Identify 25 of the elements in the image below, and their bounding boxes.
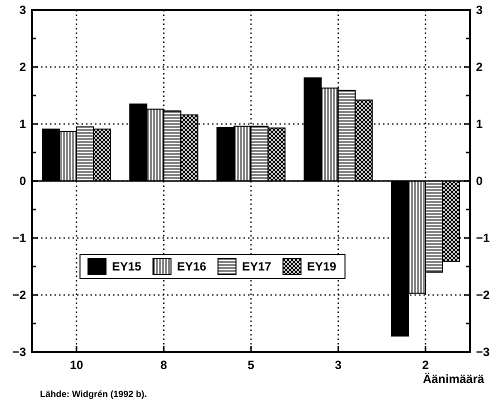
y-tick-label: 3 xyxy=(19,3,26,18)
y-tick-label: −1 xyxy=(12,231,26,246)
legend-label: EY17 xyxy=(242,260,272,274)
x-tick-label: 5 xyxy=(248,358,255,372)
legend-label: EY19 xyxy=(307,260,337,274)
y-tick-label: −2 xyxy=(12,288,26,302)
x-tick-label: 3 xyxy=(334,358,342,372)
y-tick-label: −3 xyxy=(12,345,26,360)
y2-tick-label: −2 xyxy=(476,288,490,302)
y2-tick-label: −3 xyxy=(476,345,490,360)
y2-tick-label: 2 xyxy=(476,60,483,74)
y2-tick-label: −1 xyxy=(476,231,490,246)
y2-tick-label: 0 xyxy=(476,174,483,188)
x-tick-label: 10 xyxy=(70,358,84,372)
legend-label: EY15 xyxy=(112,260,142,274)
x-tick-label: 2 xyxy=(422,358,430,372)
x-tick-label: 8 xyxy=(160,358,168,372)
legend-label: EY16 xyxy=(177,260,207,274)
x-axis-title: Äänimäärä xyxy=(422,372,485,386)
y-tick-label: 0 xyxy=(19,174,26,188)
text: Lähde: Widgrén (1992 b). xyxy=(40,389,147,399)
y-tick-label: 2 xyxy=(19,60,26,74)
y2-tick-label: 3 xyxy=(476,3,483,18)
y-tick-label: 1 xyxy=(19,117,26,132)
y2-tick-label: 1 xyxy=(476,117,483,132)
